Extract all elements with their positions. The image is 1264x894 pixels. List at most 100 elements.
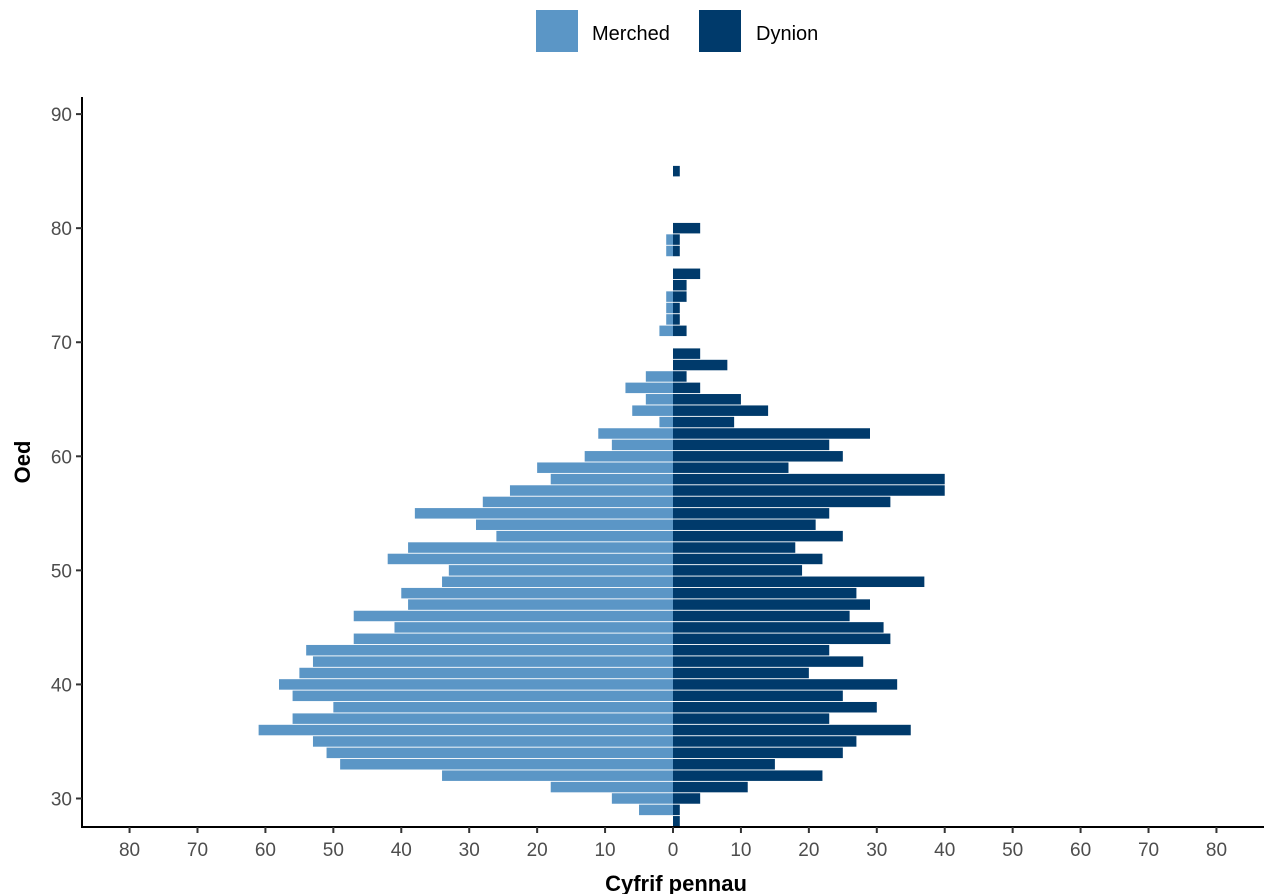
legend-swatch-dynion [699, 10, 741, 52]
bar-dynion-age-47 [673, 599, 870, 610]
bar-dynion-age-60 [673, 451, 843, 462]
bar-merched-age-53 [496, 530, 673, 542]
x-tick-label: 20 [798, 840, 819, 861]
bar-dynion-age-43 [673, 644, 830, 656]
bar-dynion-age-41 [673, 667, 809, 679]
bar-merched-age-34 [326, 747, 673, 759]
bar-dynion-age-73 [673, 302, 680, 314]
bar-merched-age-36 [258, 724, 673, 736]
bar-dynion-age-78 [673, 245, 680, 257]
bar-dynion-age-85 [673, 165, 680, 177]
x-axis-title: Cyfrif pennau [605, 871, 747, 894]
legend-label-dynion: Dynion [756, 23, 818, 45]
bar-dynion-age-64 [673, 405, 769, 416]
y-axis-title: Oed [10, 441, 35, 484]
bar-dynion-age-80 [673, 222, 701, 234]
bar-merched-age-55 [414, 508, 673, 519]
bar-dynion-age-34 [673, 747, 843, 759]
x-tick-label: 60 [255, 840, 276, 861]
bar-merched-age-64 [632, 405, 673, 416]
bar-dynion-age-68 [673, 359, 728, 371]
x-tick-label: 10 [594, 840, 615, 861]
bar-merched-age-47 [408, 599, 673, 610]
bar-dynion-age-45 [673, 622, 884, 633]
legend-swatch-merched [536, 10, 578, 52]
bar-merched-age-45 [394, 622, 673, 633]
bar-merched-age-40 [279, 679, 673, 690]
bar-merched-age-51 [387, 553, 673, 565]
bar-dynion-age-48 [673, 587, 857, 599]
bar-merched-age-31 [550, 781, 673, 793]
x-tick-label: 30 [459, 840, 480, 861]
bar-merched-age-60 [584, 451, 673, 462]
bar-merched-age-62 [598, 428, 673, 439]
bar-merched-age-48 [401, 587, 673, 599]
y-tick-label: 50 [51, 561, 72, 582]
bar-dynion-age-71 [673, 325, 687, 337]
x-tick-label: 80 [119, 840, 140, 861]
bar-merched-age-54 [476, 519, 673, 530]
bar-dynion-age-66 [673, 382, 701, 394]
x-tick-label: 50 [1002, 840, 1023, 861]
bar-merched-age-78 [666, 245, 673, 257]
bar-dynion-age-61 [673, 439, 830, 451]
x-tick-label: 70 [187, 840, 208, 861]
bar-merched-age-43 [306, 644, 673, 656]
bar-merched-age-39 [292, 690, 673, 702]
bar-merched-age-35 [312, 736, 673, 747]
bar-dynion-age-42 [673, 656, 864, 667]
y-tick-label: 70 [51, 333, 72, 354]
bar-dynion-age-69 [673, 348, 701, 359]
bar-merched-age-38 [333, 701, 673, 713]
bar-dynion-age-79 [673, 234, 680, 245]
bar-merched-age-29 [639, 804, 673, 816]
bar-dynion-age-75 [673, 279, 687, 291]
x-tick-label: 50 [323, 840, 344, 861]
y-tick-label: 80 [51, 219, 72, 240]
x-tick-label: 80 [1206, 840, 1227, 861]
x-tick-label: 40 [934, 840, 955, 861]
bar-dynion-age-58 [673, 473, 945, 485]
x-tick-label: 20 [527, 840, 548, 861]
bar-merched-age-61 [611, 439, 673, 451]
bar-dynion-age-29 [673, 804, 680, 816]
bar-dynion-age-28 [673, 816, 680, 827]
y-tick-label: 30 [51, 789, 72, 810]
bar-dynion-age-30 [673, 793, 701, 804]
bar-merched-age-46 [353, 610, 673, 622]
bar-dynion-age-59 [673, 462, 789, 473]
bar-dynion-age-36 [673, 724, 911, 736]
x-tick-label: 10 [730, 840, 751, 861]
bars-group [258, 165, 945, 827]
bar-dynion-age-53 [673, 530, 843, 542]
bar-dynion-age-72 [673, 314, 680, 325]
x-tick-label: 0 [668, 840, 679, 861]
ticks-group: 80 70 60 50 40 30 20 10 0 10 20 30 40 50 60 70 80 30 40 50 6… [51, 105, 1227, 861]
x-tick-label: 60 [1070, 840, 1091, 861]
bar-dynion-age-32 [673, 770, 823, 781]
bar-merched-age-30 [611, 793, 673, 804]
bar-merched-age-65 [645, 394, 673, 405]
bar-merched-age-74 [666, 291, 673, 302]
bar-merched-age-56 [482, 496, 673, 508]
bar-dynion-age-76 [673, 268, 701, 280]
legend-label-merched: Merched [592, 23, 670, 45]
y-tick-label: 90 [51, 105, 72, 126]
bar-merched-age-49 [442, 576, 673, 588]
x-tick-label: 40 [391, 840, 412, 861]
y-tick-label: 60 [51, 447, 72, 468]
bar-dynion-age-55 [673, 508, 830, 519]
bar-dynion-age-51 [673, 553, 823, 565]
x-tick-label: 70 [1138, 840, 1159, 861]
bar-merched-age-50 [448, 565, 673, 576]
bar-dynion-age-56 [673, 496, 891, 508]
x-tick-label: 30 [866, 840, 887, 861]
bar-dynion-age-40 [673, 679, 898, 690]
bar-merched-age-66 [625, 382, 673, 394]
bar-dynion-age-57 [673, 485, 945, 496]
y-tick-label: 40 [51, 675, 72, 696]
bar-merched-age-59 [537, 462, 673, 473]
bar-dynion-age-63 [673, 416, 735, 428]
bar-dynion-age-31 [673, 781, 748, 793]
